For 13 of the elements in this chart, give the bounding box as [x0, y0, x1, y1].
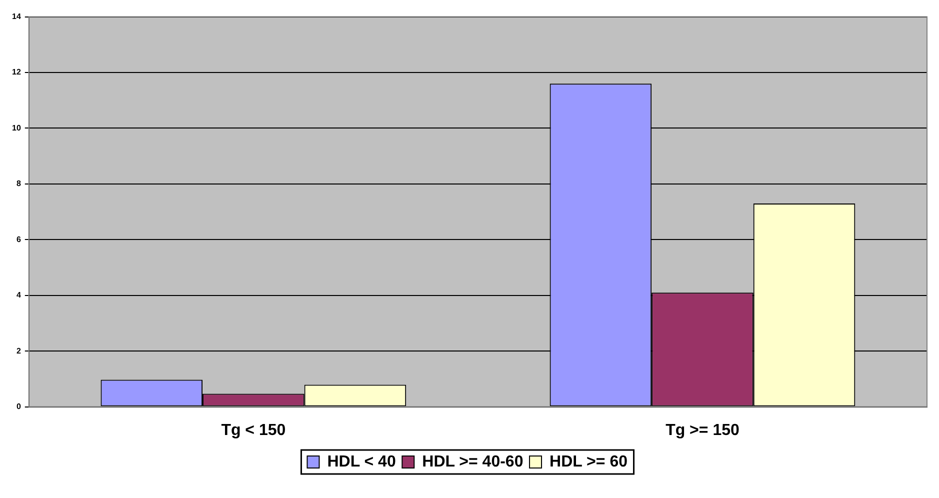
y-tick-label: 2: [16, 346, 22, 356]
legend-label: HDL >= 60: [550, 453, 628, 470]
legend-label: HDL >= 40-60: [422, 453, 524, 470]
y-tick-label: 8: [16, 179, 22, 188]
y-tick-label: 10: [12, 123, 22, 132]
y-tick-label: 14: [12, 12, 22, 22]
x-tick-label: Tg < 150: [221, 422, 286, 439]
x-tick-label: Tg >= 150: [666, 422, 740, 439]
legend-label: HDL < 40: [327, 453, 396, 470]
y-tick-label: 0: [16, 402, 22, 412]
y-tick-label: 12: [12, 68, 22, 77]
y-tick-label: 6: [16, 234, 22, 244]
y-tick-label: 4: [16, 290, 22, 300]
